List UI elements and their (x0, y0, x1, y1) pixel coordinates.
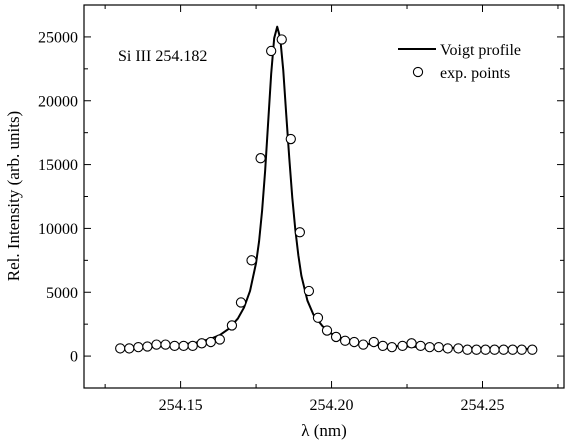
y-tick-label: 20000 (38, 93, 78, 110)
y-axis-title: Rel. Intensity (arb. units) (4, 111, 23, 281)
exp-point (187, 340, 198, 352)
exp-point (507, 344, 518, 355)
exp-point (516, 344, 527, 355)
exp-point (442, 343, 453, 354)
y-tick-label: 5000 (46, 285, 78, 302)
legend: Voigt profile exp. points (398, 42, 521, 82)
exp-point (453, 343, 464, 354)
exp-point (397, 340, 408, 352)
exp-point (142, 341, 153, 352)
y-tick-label: 15000 (38, 157, 78, 174)
exp-point (133, 341, 144, 353)
exp-point (115, 343, 126, 354)
exp-point (312, 312, 324, 323)
exp-point (480, 344, 491, 355)
exp-point (462, 344, 473, 355)
exp-point (471, 344, 482, 355)
exp-point (214, 334, 225, 345)
legend-label-exp: exp. points (440, 65, 510, 82)
exp-point (124, 343, 135, 354)
exp-point (498, 344, 509, 355)
exp-point (235, 297, 247, 308)
exp-points-series (115, 34, 538, 355)
line-annotation: Si III 254.182 (118, 48, 207, 65)
exp-point (415, 340, 426, 352)
exp-point (424, 341, 435, 353)
exp-point (285, 133, 296, 145)
exp-point (527, 344, 538, 355)
y-axis-ticks: 0 5000 10000 15000 20000 25000 (38, 4, 564, 389)
exp-point (205, 336, 216, 348)
x-tick-label: 254.15 (159, 397, 203, 414)
exp-point (255, 153, 266, 164)
exp-point (151, 339, 162, 350)
exp-point (377, 340, 389, 352)
legend-label-voigt: Voigt profile (440, 42, 521, 59)
y-tick-label: 0 (70, 349, 78, 366)
x-tick-label: 254.20 (310, 397, 354, 414)
exp-point (433, 341, 444, 353)
exp-point (368, 336, 379, 348)
exp-point (276, 34, 287, 45)
y-tick-label: 25000 (38, 29, 78, 46)
x-axis-title: λ (nm) (301, 421, 347, 440)
x-axis-ticks: 254.15 254.20 254.25 (104, 5, 559, 414)
legend-point-swatch (412, 66, 424, 78)
exp-point (349, 336, 360, 348)
exp-point (160, 339, 171, 350)
y-tick-label: 10000 (38, 221, 78, 238)
exp-point (169, 340, 180, 352)
exp-point (339, 335, 351, 346)
exp-point (196, 338, 207, 349)
exp-point (406, 338, 417, 349)
exp-point (178, 340, 189, 352)
exp-point (246, 255, 257, 266)
exp-point (294, 227, 305, 238)
exp-point (303, 285, 315, 297)
exp-point (226, 320, 238, 331)
exp-point (266, 45, 277, 57)
x-tick-label: 254.25 (460, 397, 504, 414)
exp-point (321, 325, 333, 336)
exp-point (386, 341, 398, 353)
exp-point (489, 344, 500, 355)
exp-point (358, 339, 369, 350)
exp-point (330, 331, 342, 343)
